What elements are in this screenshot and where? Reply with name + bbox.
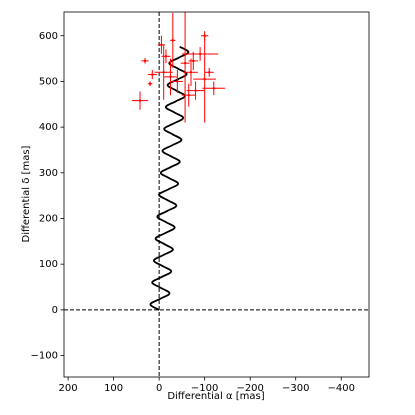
- y-tick-label: 400: [39, 122, 58, 133]
- x-axis-label: Differential α [mas]: [167, 391, 264, 402]
- y-tick-label: 100: [39, 259, 58, 270]
- y-tick-label: 0: [52, 305, 58, 316]
- data-point: [208, 71, 211, 74]
- x-tick-label: −300: [282, 383, 309, 394]
- data-point: [171, 39, 174, 42]
- data-point: [203, 77, 206, 81]
- data-point: [212, 87, 215, 90]
- data-point: [160, 43, 163, 47]
- y-tick-label: 300: [39, 168, 58, 179]
- x-tick-label: −100: [191, 383, 218, 394]
- data-point: [192, 59, 195, 63]
- data-point: [164, 55, 168, 58]
- y-axis-label: Differential δ [mas]: [21, 145, 32, 242]
- data-point: [203, 34, 206, 37]
- data-point: [143, 59, 147, 63]
- y-tick-label: 500: [39, 76, 58, 87]
- x-tick-label: −400: [327, 383, 354, 394]
- data-point: [138, 99, 142, 102]
- data-point: [151, 73, 154, 76]
- data-point: [162, 71, 165, 74]
- y-tick-label: −100: [31, 351, 58, 362]
- x-tick-label: 100: [104, 383, 123, 394]
- orbit-line: [149, 45, 190, 311]
- data-point: [194, 89, 197, 92]
- plot-area: [64, 12, 369, 377]
- plot-frame: [63, 11, 370, 378]
- data-point: [148, 82, 152, 85]
- data-point: [187, 93, 190, 97]
- x-tick-label: −200: [236, 383, 263, 394]
- y-tick-label: 600: [39, 31, 58, 42]
- data-point: [176, 80, 179, 83]
- data-point: [169, 75, 172, 79]
- data-point: [183, 61, 187, 65]
- x-tick-label: 0: [156, 383, 162, 394]
- data-point: [198, 52, 202, 56]
- data-point: [189, 71, 193, 74]
- y-tick-label: 200: [39, 213, 58, 224]
- x-tick-label: 200: [59, 383, 78, 394]
